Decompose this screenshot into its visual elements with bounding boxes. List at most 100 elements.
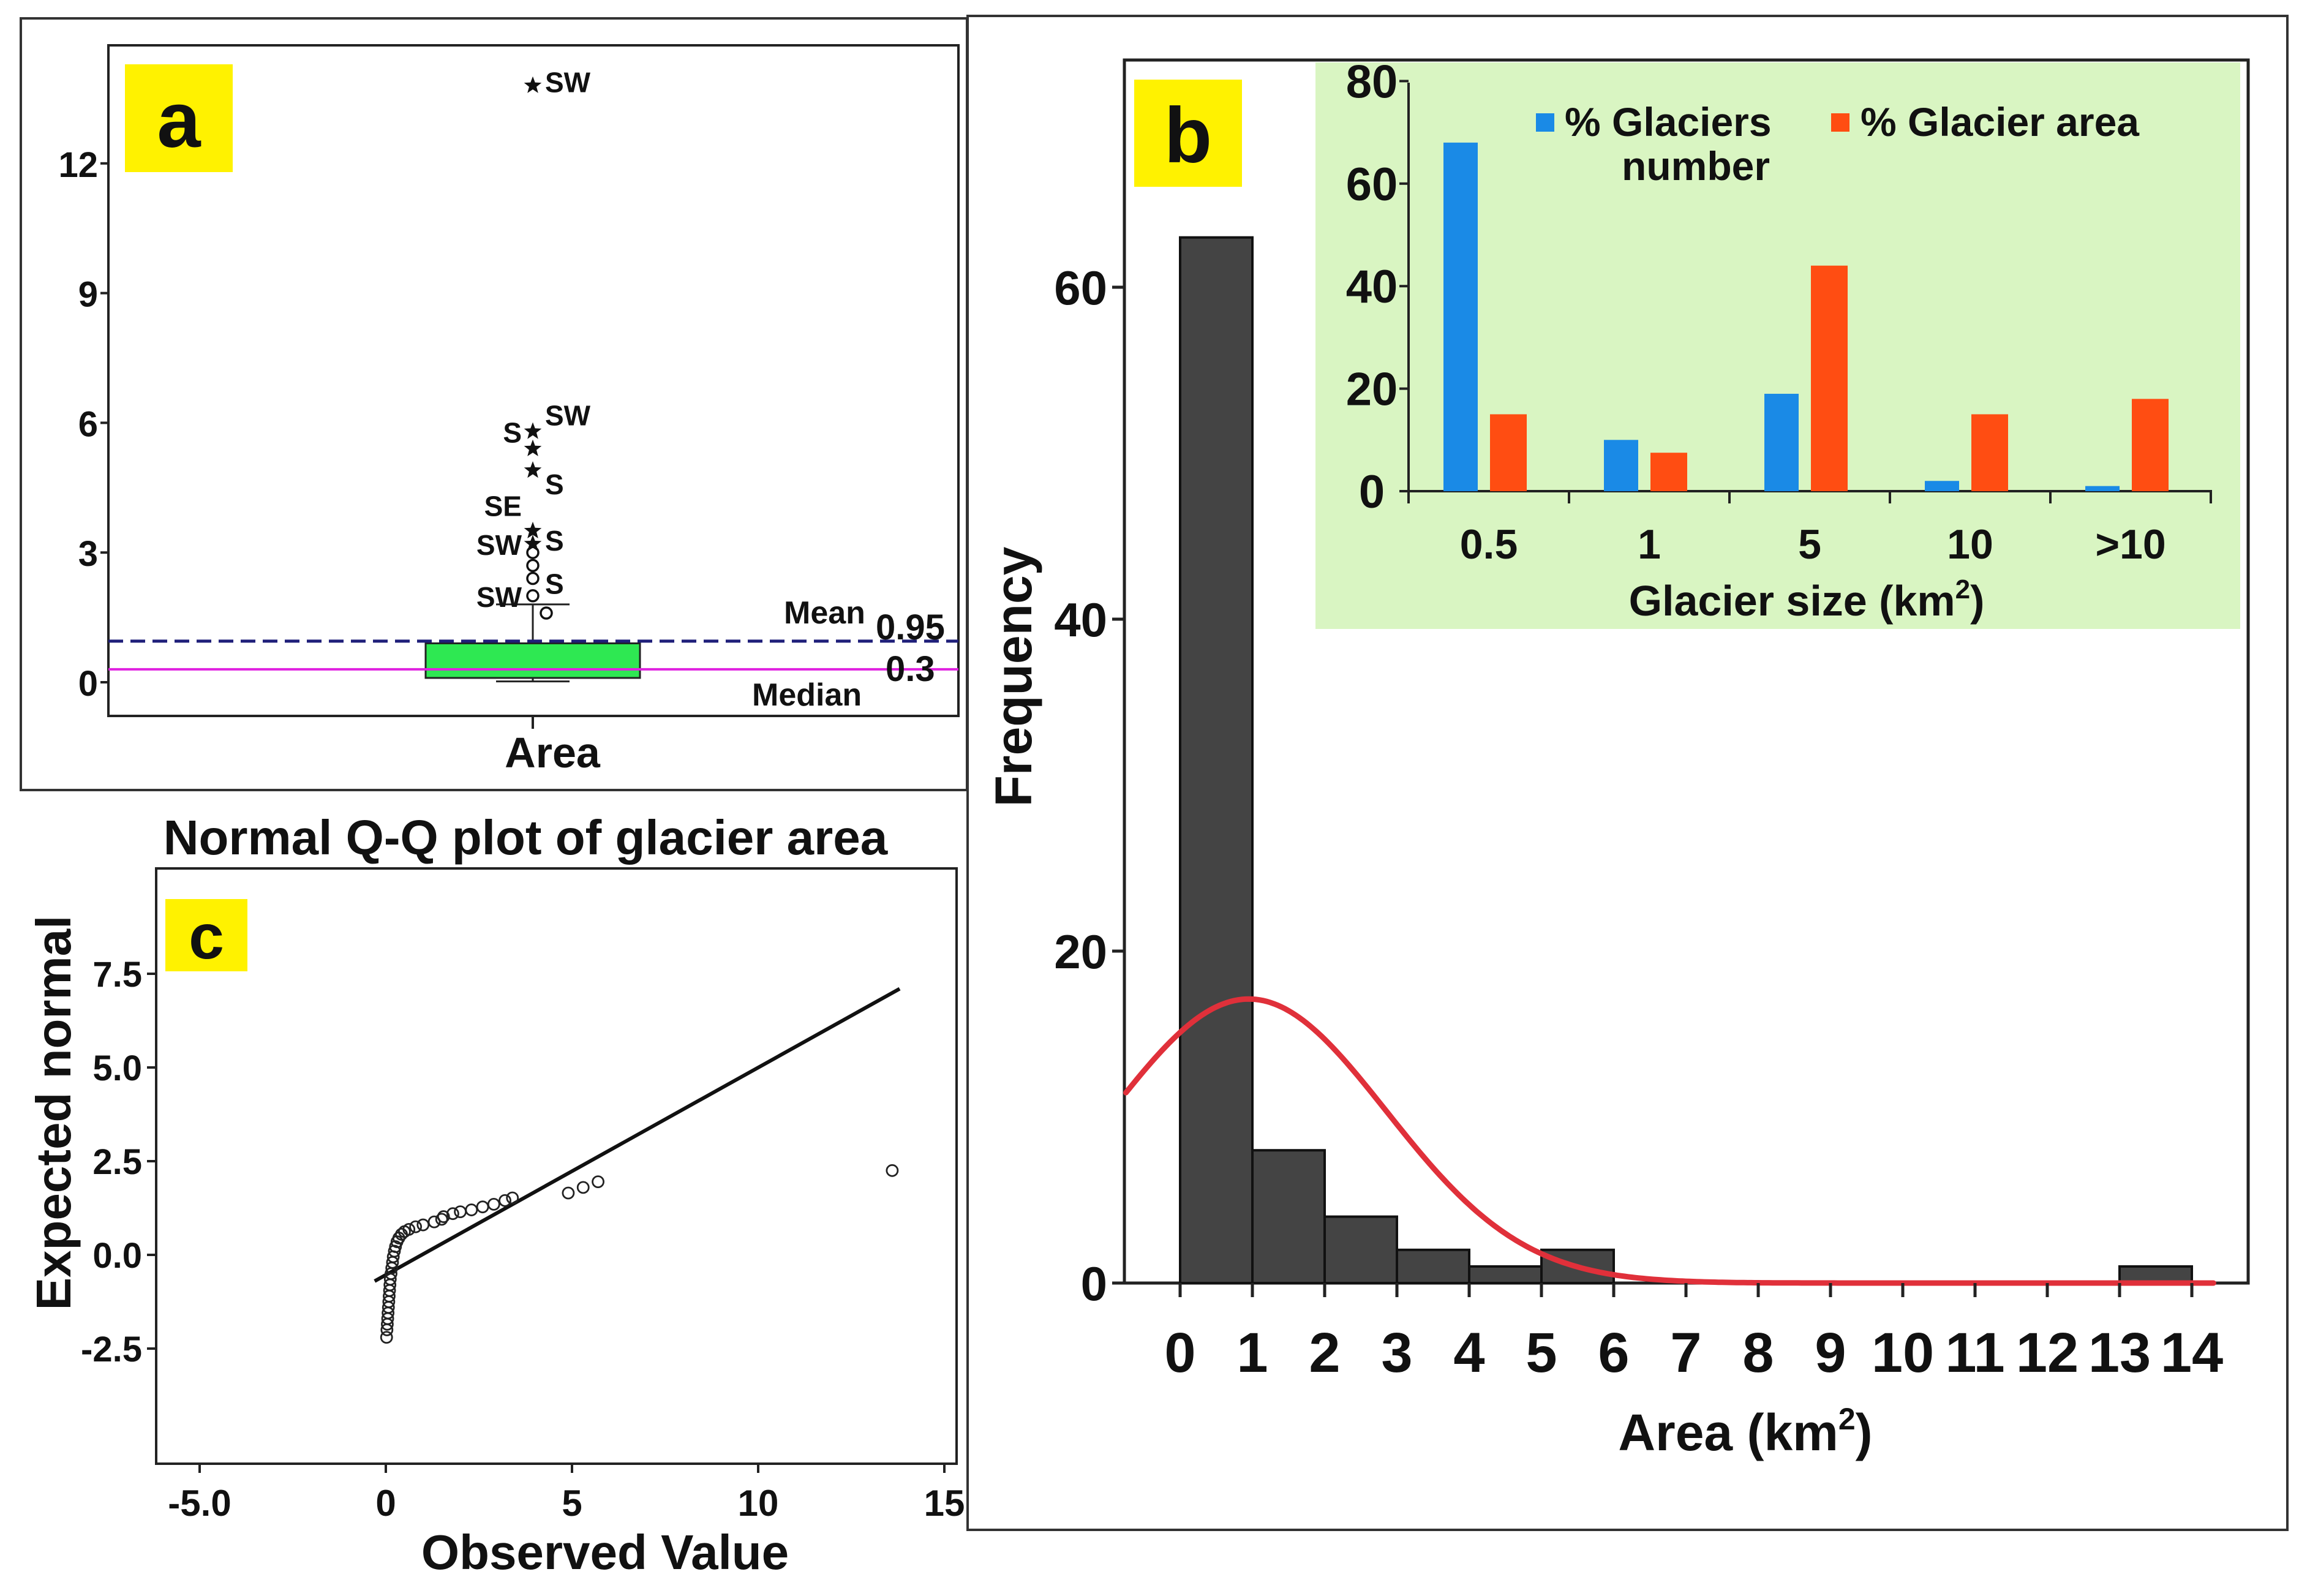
outlier-label: SW (545, 67, 591, 99)
normal-distribution-curve (1123, 996, 2216, 1286)
panel-c-y-tick-label: 0.0 (92, 1236, 142, 1276)
outlier-label: S (545, 525, 564, 557)
panel-c-label-bg (165, 899, 247, 971)
qq-point (506, 1191, 519, 1205)
panel-a-y-tick-label: 3 (78, 534, 98, 574)
outlier-star (524, 461, 542, 478)
panel-b-x-tick-label: 14 (2161, 1322, 2223, 1384)
panel-c-axes: -5.0 0 5 10 15 -2.5 0.0 2.5 5.0 7.5 (81, 955, 965, 1524)
mean-label: Mean (784, 595, 865, 631)
qq-point (446, 1207, 459, 1221)
panel-b-x-tick-label: 13 (2088, 1322, 2151, 1384)
outlier-star (524, 521, 542, 538)
inset-x-tick-label: 5 (1798, 521, 1821, 568)
panel-c-title: Normal Q-Q plot of glacier area (164, 810, 888, 865)
panel-c-x-tick-label: 15 (924, 1483, 965, 1524)
mean-value-label: 0.95 (876, 608, 945, 647)
inset-y-tick-label: 40 (1346, 261, 1398, 313)
inset-x-label-text: Glacier size (km (1629, 577, 1955, 625)
legend-swatch-glaciers-number (1536, 113, 1554, 132)
inset-x-label: Glacier size (km2) (1629, 574, 1985, 625)
panel-b-x-tick-label: 11 (1945, 1322, 2004, 1384)
legend-swatch-glacier-area (1831, 113, 1849, 132)
panel-c-plot-area (155, 867, 958, 1465)
inset-bar-glaciers-number (1925, 481, 1959, 491)
outlier-circle (526, 559, 540, 573)
inset-y-tick-label: 0 (1359, 466, 1385, 518)
panel-b-x-label-text: Area (km (1618, 1404, 1838, 1461)
inset-x-tick-label: >10 (2095, 521, 2165, 568)
panel-a-outliers (524, 76, 553, 620)
iqr-box (424, 642, 641, 679)
inset-bar-glaciers-number (1443, 142, 1478, 492)
inset-bar-glaciers-number (2085, 486, 2120, 491)
panel-a-reference-lines (108, 639, 958, 671)
panel-b-x-tick-label: 12 (2016, 1322, 2079, 1384)
legend-label-glacier-area: % Glacier area (1861, 99, 2140, 145)
panel-c-x-tick-label: -5.0 (168, 1483, 231, 1524)
qq-point (380, 1331, 393, 1344)
inset-bar-glacier-area (1971, 414, 2008, 491)
panel-b-x-label-end: ) (1856, 1404, 1873, 1461)
panel-b-y-axis: 0 20 40 60 (1054, 261, 1124, 1311)
panel-c-y-tick-label: 5.0 (92, 1048, 142, 1088)
panel-b-x-tick-label: 9 (1815, 1322, 1846, 1384)
qq-point (476, 1200, 489, 1214)
panel-b-x-tick-label: 2 (1309, 1322, 1340, 1384)
outlier-star (524, 76, 542, 93)
inset-y-tick-label: 60 (1346, 159, 1398, 211)
outlier-label: S (503, 417, 522, 449)
inset-y-tick-label: 20 (1346, 364, 1398, 416)
panel-b-bars (1179, 236, 2193, 1285)
qq-point (435, 1213, 448, 1226)
panel-c-y-tick-label: -2.5 (81, 1330, 142, 1369)
outlier-label: SW (476, 529, 522, 561)
qq-point (427, 1215, 441, 1229)
qq-point (487, 1197, 500, 1211)
panel-b-x-tick-label: 1 (1236, 1322, 1268, 1384)
panel-c-y-tick-label: 2.5 (92, 1142, 142, 1182)
panel-b-x-tick-label: 7 (1670, 1322, 1701, 1384)
qq-point (886, 1164, 899, 1177)
qq-reference-line (374, 987, 901, 1283)
panel-b-y-tick-label: 40 (1054, 593, 1107, 647)
outlier-label: S (545, 469, 564, 500)
panel-c-y-label: Expected normal (26, 916, 81, 1311)
qq-point (592, 1175, 604, 1189)
panel-c-x-tick-label: 5 (562, 1483, 582, 1524)
histogram-bar (1179, 236, 1254, 1285)
panel-b-x-label: Area (km2) (1618, 1402, 1872, 1461)
qq-point (409, 1220, 423, 1233)
panel-a-y-tick-label: 6 (78, 404, 98, 444)
panel-b-inset: 0 20 40 60 80 0.5 1 5 10 >10 % Glaciers number % … (1315, 56, 2240, 629)
histogram-bar (1396, 1248, 1470, 1285)
inset-legend: % Glaciers number % Glacier area (1536, 99, 2140, 189)
outlier-circle (526, 589, 540, 603)
panel-b-frame (966, 15, 2289, 1531)
panel-a-y-axis: 0 3 6 9 12 (58, 145, 108, 704)
panel-b-x-tick-label: 10 (1872, 1322, 1934, 1384)
inset-x-tick-label: 10 (1947, 521, 1993, 568)
inset-bar-glacier-area (1811, 265, 1848, 491)
qq-point (576, 1181, 590, 1194)
qq-point (562, 1186, 575, 1200)
inset-axes: 0 20 40 60 80 0.5 1 5 10 >10 (1346, 56, 2212, 568)
panel-b-y-label: Frequency (985, 546, 1042, 807)
panel-b-x-tick-label: 5 (1526, 1322, 1557, 1384)
legend-label-glaciers-number: % Glaciers (1565, 99, 1772, 145)
panel-c-x-label: Observed Value (421, 1525, 789, 1579)
outlier-star (524, 439, 542, 456)
legend-label-glaciers-number-line2: number (1622, 143, 1770, 189)
inset-bar-glaciers-number (1764, 393, 1799, 491)
inset-bars (1443, 142, 2169, 492)
qq-point (454, 1205, 467, 1219)
panel-a-y-tick-label: 0 (78, 664, 98, 704)
histogram-bar (1251, 1149, 1326, 1284)
panel-c-qq-plot: Normal Q-Q plot of glacier area c -5.0 0 5… (26, 810, 965, 1579)
outlier-circle (526, 571, 540, 585)
histogram-bar (1323, 1215, 1398, 1284)
outlier-label: S (545, 568, 564, 600)
